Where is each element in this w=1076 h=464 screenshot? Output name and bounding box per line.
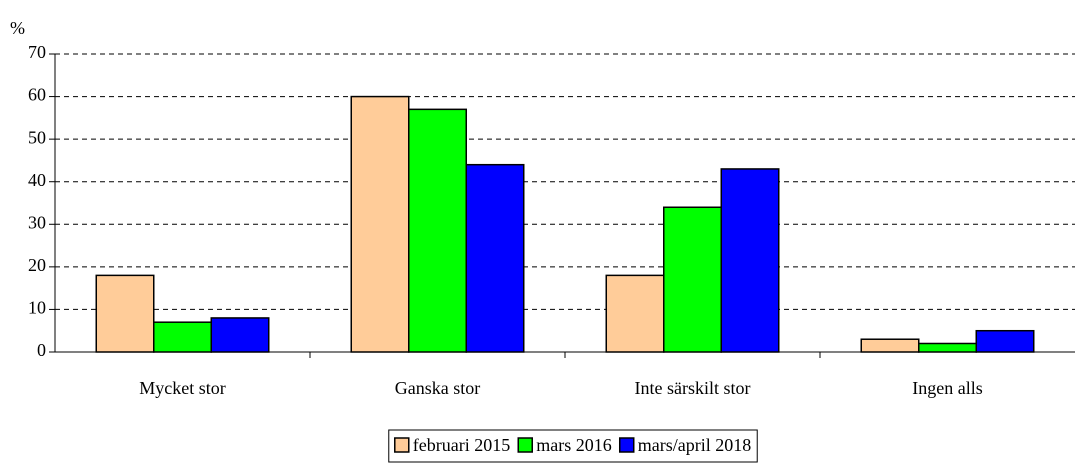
legend-swatch [618,437,635,453]
legend-swatch [394,437,410,453]
x-tick-label: Ganska stor [395,378,480,398]
legend-label: mars/april 2018 [638,435,751,455]
x-tick-label: Mycket stor [139,378,225,398]
bar [975,329,1035,353]
y-tick-label: 0 [37,340,46,360]
y-tick-label: 30 [28,212,46,232]
y-tick-label: 40 [28,170,46,190]
y-tick-label: 10 [28,298,46,318]
bar [210,317,270,353]
legend-label: februari 2015 [413,435,510,455]
y-axis-label: % [10,18,25,38]
bar [720,168,780,353]
bar [350,95,410,353]
bar [605,274,665,353]
y-tick-label: 20 [28,255,46,275]
bar [663,206,722,353]
bar [408,108,467,353]
legend-swatch [517,437,533,453]
bar [465,163,525,353]
x-tick-label: Inte särskilt stor [635,378,751,398]
legend-box [388,429,758,463]
y-tick-label: 70 [28,42,46,62]
bar [918,342,977,353]
bar [95,274,155,353]
bar [153,321,212,353]
bar [860,338,920,353]
y-tick-label: 60 [28,85,46,105]
y-tick-label: 50 [28,127,46,147]
x-tick-label: Ingen alls [912,378,982,398]
legend-label: mars 2016 [536,435,612,455]
